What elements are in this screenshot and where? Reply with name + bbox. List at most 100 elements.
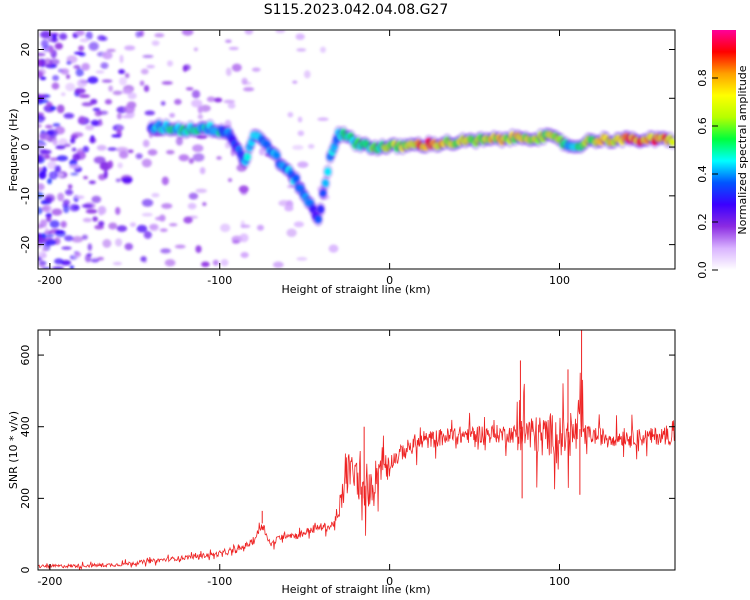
spectrogram-noise-blob	[192, 144, 204, 153]
snr-series	[38, 330, 675, 570]
colorbar-gradient	[712, 30, 736, 270]
spectrogram-noise-blob	[159, 228, 168, 232]
spectrogram-ridge-cell	[314, 215, 322, 224]
spectrogram-ridge-cell	[292, 174, 300, 183]
spectrogram-noise-blob	[85, 31, 93, 40]
spectrogram-noise-blob	[38, 183, 45, 191]
spectrogram-noise-blob	[75, 252, 82, 257]
spectrogram-noise-blob	[82, 217, 93, 223]
spectrogram-noise-blob	[72, 153, 81, 161]
spectrogram-noise-blob	[123, 104, 135, 114]
snr-x-tick-label: 100	[549, 575, 570, 588]
spectrogram-noise-blob	[297, 130, 305, 137]
spectrogram-noise-blob	[161, 176, 169, 186]
spectrogram-noise-blob	[225, 67, 232, 77]
snr-x-label: Height of straight line (km)	[281, 583, 430, 596]
spectrogram-noise-blob	[225, 39, 232, 43]
spectrogram-noise-blob	[187, 202, 197, 210]
spectrogram-y-tick-label: 20	[19, 43, 32, 57]
spectrogram-noise-blob	[116, 225, 128, 232]
spectrogram-noise-blob	[57, 192, 65, 202]
spectrogram-noise-blob	[160, 101, 166, 106]
spectrogram-noise-blob	[38, 259, 46, 269]
spectrogram-noise-blob	[54, 165, 61, 173]
spectrogram-noise-blob	[60, 92, 66, 96]
spectrogram-noise-blob	[117, 162, 123, 169]
spectrogram-x-label: Height of straight line (km)	[281, 283, 430, 296]
spectrogram-noise-blob	[108, 85, 113, 92]
spectrogram-noise-blob	[241, 77, 248, 85]
spectrogram-noise-blob	[43, 204, 52, 213]
spectrogram-noise-blob	[38, 251, 47, 259]
spectrogram-noise-blob	[117, 126, 124, 130]
spectrogram-noise-blob	[174, 244, 186, 249]
snr-y-tick-label: 400	[19, 416, 32, 437]
spectrogram-noise-blob	[49, 106, 57, 111]
spectrogram-noise-blob	[69, 203, 80, 212]
spectrogram-noise-blob	[45, 216, 52, 223]
spectrogram-noise-blob	[38, 154, 44, 163]
spectrogram-noise-blob	[202, 202, 207, 206]
spectrogram-noise-blob	[192, 153, 205, 162]
spectrogram-noise-blob	[212, 259, 219, 266]
spectrogram-noise-blob	[146, 64, 156, 69]
spectrogram-x-tick-label: 0	[386, 274, 393, 287]
spectrogram-noise-blob	[74, 195, 85, 200]
spectrogram-noise-blob	[85, 124, 95, 131]
spectrogram-noise-blob	[81, 62, 90, 71]
snr-x-tick-label: 0	[386, 575, 393, 588]
spectrogram-noise-blob	[256, 224, 264, 231]
spectrogram-noise-blob	[67, 184, 73, 190]
spectrogram-noise-blob	[49, 58, 60, 66]
spectrogram-noise-blob	[197, 105, 203, 114]
spectrogram-noise-blob	[51, 82, 60, 90]
spectrogram-noise-blob	[38, 70, 44, 77]
spectrogram-noise-blob	[219, 223, 231, 233]
spectrogram-noise-blob	[52, 75, 60, 81]
spectrogram-noise-blob	[272, 261, 284, 268]
spectrogram-noise-blob	[193, 47, 198, 52]
spectrogram-noise-blob	[107, 147, 118, 151]
spectrogram-noise-blob	[161, 81, 173, 85]
spectrogram-noise-blob	[188, 157, 195, 164]
spectrogram-noise-blob	[112, 90, 123, 96]
spectrogram-noise-blob	[115, 178, 121, 183]
spectrogram-noise-blob	[89, 137, 97, 144]
spectrogram-noise-blob	[101, 79, 113, 83]
spectrogram-noise-blob	[81, 234, 88, 240]
spectrogram-noise-blob	[127, 149, 134, 154]
snr-y-tick-label: 0	[19, 567, 32, 574]
spectrogram-ridge-cell	[317, 205, 325, 214]
spectrogram-noise-blob	[40, 39, 49, 49]
spectrogram-noise-blob	[64, 235, 74, 242]
colorbar-label: Normalized spectral amplitude	[736, 65, 749, 234]
spectrogram-noise-blob	[320, 46, 326, 53]
spectrogram-noise-blob	[64, 189, 74, 196]
spectrogram-noise-blob	[275, 30, 286, 34]
snr-x-ticks: -200 -100 0 100	[37, 330, 570, 588]
spectrogram-noise-blob	[199, 167, 206, 175]
spectrogram-noise-blob	[143, 230, 152, 239]
spectrogram-noise-blob	[118, 150, 129, 159]
spectrogram-noise-blob	[161, 203, 173, 209]
spectrogram-noise-blob	[52, 123, 61, 127]
spectrogram-noise-blob	[293, 221, 305, 228]
spectrogram-noise-blob	[52, 139, 58, 146]
spectrogram-noise-blob	[317, 117, 329, 122]
spectrogram-noise-blob	[62, 199, 71, 206]
snr-panel: -200 -100 0 100 0 200 400 600 Height of straig…	[7, 329, 676, 596]
spectrogram-noise-blob	[38, 94, 47, 98]
spectrogram-noise-blob	[154, 216, 166, 221]
spectrogram-x-tick-label: -200	[37, 274, 62, 287]
spectrogram-noise-blob	[38, 114, 45, 124]
spectrogram-noise-blob	[141, 198, 154, 207]
spectrogram-noise-blob	[135, 153, 143, 160]
spectrogram-noise-blob	[44, 227, 49, 235]
spectrogram-noise-blob	[154, 33, 165, 38]
spectrogram-noise-blob	[242, 87, 255, 92]
spectrogram-noise-blob	[121, 115, 133, 119]
spectrogram-noise-blob	[296, 257, 308, 261]
spectrogram-noise-blob	[106, 48, 116, 53]
spectrogram-noise-blob	[129, 222, 137, 228]
spectrogram-noise-blob	[46, 101, 53, 108]
